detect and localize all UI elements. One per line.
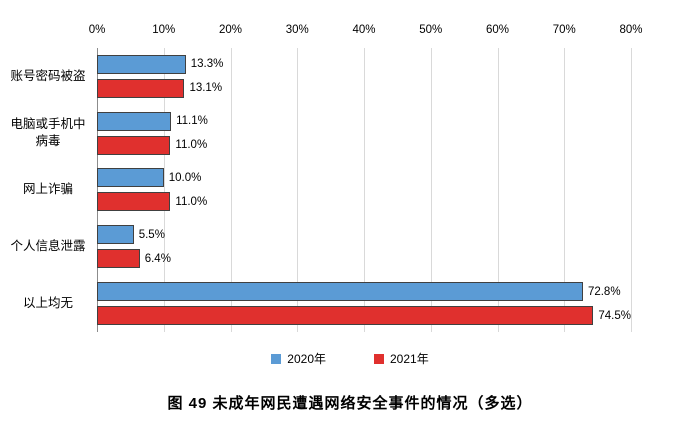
bar-line: 72.8% — [97, 282, 631, 302]
bar-2020年[interactable] — [97, 111, 172, 131]
bar-2020年[interactable] — [97, 168, 164, 188]
x-tick-label: 30% — [285, 24, 309, 36]
bar-2020年[interactable] — [97, 282, 583, 302]
value-label: 72.8% — [587, 285, 621, 298]
bar-line: 6.4% — [97, 249, 631, 269]
category-labels: 账号密码被盗电脑或手机中病毒网上诈骗个人信息泄露 以上均无 — [6, 48, 90, 332]
bar-line: 11.0% — [97, 192, 631, 212]
gridline — [497, 48, 499, 332]
legend-item-2020年[interactable]: 2020年 — [271, 350, 326, 367]
plot-area: 13.3% 13.1% 11.1% 11.0% 10.0% 11.0% 5.5% 6.4% 72… — [97, 48, 632, 332]
bar-line: 11.0% — [97, 135, 631, 155]
bar-2020年[interactable] — [97, 225, 134, 245]
gridline — [430, 48, 432, 332]
category-row: 5.5% 6.4% — [97, 218, 631, 275]
x-tick-label: 80% — [619, 24, 643, 36]
bar-2021年[interactable] — [97, 78, 185, 98]
figure-caption: 图 49 未成年网民遭遇网络安全事件的情况（多选） — [167, 395, 533, 412]
gridline — [163, 48, 165, 332]
category-label: 个人信息泄露 — [10, 239, 86, 254]
x-tick-label: 70% — [552, 24, 576, 36]
legend: 2020年 2021年 — [0, 350, 700, 367]
value-label: 13.3% — [190, 58, 224, 71]
value-label: 11.1% — [176, 115, 208, 128]
x-tick-label: 10% — [152, 24, 176, 36]
bar-2021年[interactable] — [97, 306, 594, 326]
category-label: 以上均无 — [22, 295, 73, 310]
value-label: 10.0% — [168, 171, 202, 184]
category-row: 11.1% 11.0% — [97, 105, 631, 162]
x-tick-label: 60% — [485, 24, 510, 36]
value-label: 11.0% — [175, 195, 208, 208]
gridline — [631, 48, 632, 332]
category-label: 电脑或手机中病毒 — [10, 116, 86, 149]
x-tick-label: 40% — [352, 24, 376, 36]
category-row: 72.8% 74.5% — [97, 275, 631, 332]
gridline — [230, 48, 232, 332]
legend-label: 2021年 — [390, 352, 429, 366]
category-row: 10.0% 11.0% — [97, 162, 631, 219]
category-label: 网上诈骗 — [22, 182, 73, 197]
legend-label: 2020年 — [287, 352, 326, 366]
value-label: 6.4% — [144, 252, 171, 265]
bar-line: 5.5% — [97, 225, 631, 245]
bar-2021年[interactable] — [97, 135, 171, 155]
bar-2020年[interactable] — [97, 54, 186, 74]
x-tick-label: 0% — [88, 24, 106, 36]
bar-line: 11.1% — [97, 111, 631, 131]
x-axis: 0% 10% 20% 30% 40% 50% 60% 70% 80% — [89, 24, 643, 38]
value-label: 5.5% — [138, 228, 165, 241]
bar-2021年[interactable] — [97, 192, 171, 212]
x-tick-label: 20% — [218, 24, 243, 36]
legend-item-2021年[interactable]: 2021年 — [374, 350, 429, 367]
bar-line: 13.1% — [97, 78, 631, 98]
value-label: 11.0% — [175, 139, 208, 152]
bar-line: 74.5% — [97, 306, 631, 326]
gridline — [564, 48, 566, 332]
category-row: 13.3% 13.1% — [97, 48, 631, 105]
x-tick-label: 50% — [419, 24, 443, 36]
value-label: 74.5% — [598, 309, 631, 322]
bar-line: 10.0% — [97, 168, 631, 188]
bar-line: 13.3% — [97, 54, 631, 74]
bar-2021年[interactable] — [97, 249, 140, 269]
gridline — [297, 48, 299, 332]
value-label: 13.1% — [189, 82, 223, 95]
legend-swatch — [271, 353, 282, 364]
category-label: 账号密码被盗 — [10, 68, 86, 83]
bar-rows: 13.3% 13.1% 11.1% 11.0% 10.0% 11.0% 5.5% 6.4% 72… — [97, 48, 631, 332]
y-axis-line — [97, 48, 98, 332]
legend-swatch — [374, 353, 384, 364]
gridlines — [97, 48, 632, 332]
gridline — [364, 48, 365, 332]
